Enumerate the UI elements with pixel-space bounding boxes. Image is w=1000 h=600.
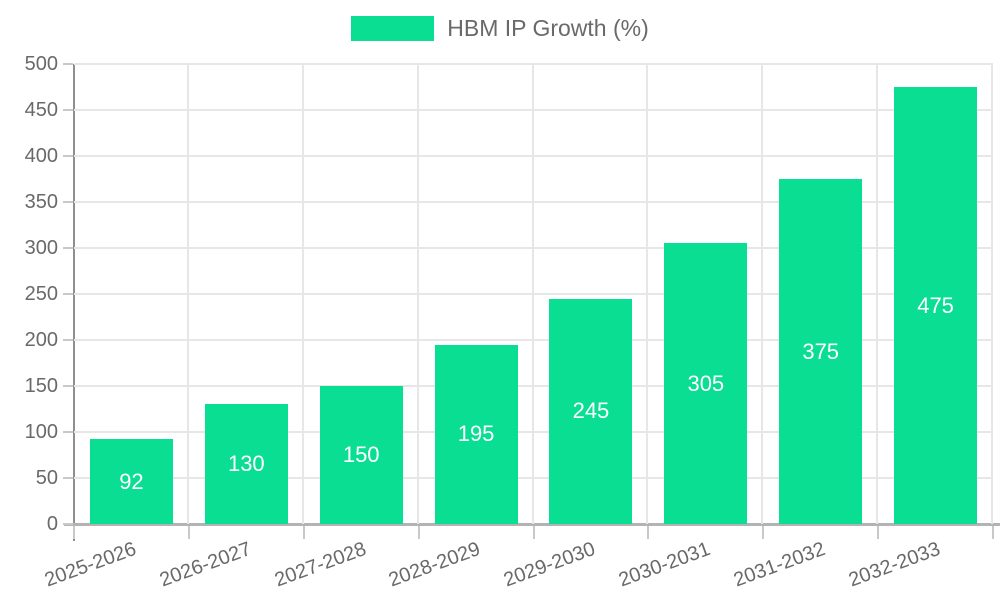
legend-label: HBM IP Growth (%) (447, 15, 649, 41)
y-tick-label: 100 (24, 421, 58, 443)
bar-value-label: 130 (227, 451, 265, 477)
y-gridline (74, 155, 993, 157)
y-tick-mark (63, 109, 73, 111)
x-tick-label: 2025-2026 (41, 538, 139, 592)
y-axis-line (73, 64, 75, 541)
y-tick-label: 200 (24, 329, 58, 351)
y-tick-mark (63, 523, 73, 525)
x-gridline (416, 64, 419, 524)
x-tick-label: 2028-2029 (386, 538, 484, 592)
y-tick-label: 0 (46, 513, 58, 535)
y-tick-label: 300 (24, 237, 58, 259)
y-tick-label: 500 (24, 53, 58, 75)
bar-value-label: 375 (802, 338, 840, 364)
bar[interactable]: 245 (549, 298, 633, 524)
y-tick-mark (63, 63, 73, 65)
y-gridline (74, 385, 993, 387)
x-tick-mark (877, 526, 880, 539)
bar-value-label: 150 (342, 442, 380, 467)
x-gridline (186, 64, 189, 524)
y-tick-mark (63, 385, 73, 387)
y-gridline (74, 201, 993, 203)
y-tick-label: 450 (24, 99, 58, 121)
bar-value-label: 245 (572, 398, 610, 424)
bar-value-label: 475 (917, 292, 954, 318)
x-tick-mark (992, 526, 994, 539)
bar[interactable]: 195 (434, 344, 518, 524)
bar[interactable]: 475 (894, 87, 978, 524)
legend-swatch (351, 16, 435, 41)
bar[interactable]: 150 (319, 386, 403, 524)
bar-value-label: 195 (457, 421, 495, 447)
y-tick-mark (63, 477, 73, 479)
y-gridline (74, 109, 993, 111)
x-tick-mark (647, 526, 650, 539)
x-tick-label: 2029-2030 (501, 538, 599, 592)
x-tick-mark (532, 526, 535, 539)
y-tick-mark (63, 155, 73, 157)
x-gridline (761, 64, 764, 524)
y-tick-mark (63, 431, 73, 433)
y-gridline (74, 339, 993, 341)
y-tick-label: 400 (24, 145, 58, 167)
x-tick-label: 2031-2032 (730, 538, 829, 592)
x-gridline (876, 64, 879, 524)
x-gridline (531, 64, 534, 524)
y-tick-label: 150 (24, 375, 58, 397)
y-gridline (74, 431, 993, 433)
x-gridline (646, 64, 649, 524)
y-tick-label: 50 (35, 467, 58, 489)
x-axis-line (64, 523, 1000, 526)
bar[interactable]: 130 (204, 404, 288, 524)
y-tick-label: 350 (24, 191, 58, 213)
y-tick-mark (63, 247, 73, 249)
x-tick-label: 2030-2031 (615, 538, 714, 592)
y-gridline (74, 63, 993, 65)
x-tick-label: 2026-2027 (156, 538, 254, 592)
x-tick-mark (187, 526, 190, 539)
x-tick-label: 2027-2028 (271, 538, 369, 592)
x-tick-mark (302, 526, 305, 539)
bar-value-label: 92 (119, 468, 144, 494)
x-tick-mark (417, 526, 420, 539)
y-tick-mark (63, 339, 73, 341)
chart-legend[interactable]: HBM IP Growth (%) (0, 15, 1000, 42)
y-gridline (74, 293, 993, 295)
y-gridline (74, 247, 993, 249)
x-tick-mark (762, 526, 765, 539)
bar-value-label: 305 (687, 370, 725, 396)
bar[interactable]: 375 (779, 179, 863, 524)
y-tick-mark (63, 201, 73, 203)
x-gridline (991, 64, 993, 524)
y-tick-mark (63, 293, 73, 295)
y-gridline (74, 477, 993, 479)
bar[interactable]: 305 (664, 243, 748, 524)
x-gridline (301, 64, 304, 524)
bar[interactable]: 92 (89, 439, 173, 524)
x-tick-label: 2032-2033 (845, 538, 944, 592)
x-tick-mark (73, 526, 75, 539)
y-tick-label: 250 (24, 283, 58, 305)
